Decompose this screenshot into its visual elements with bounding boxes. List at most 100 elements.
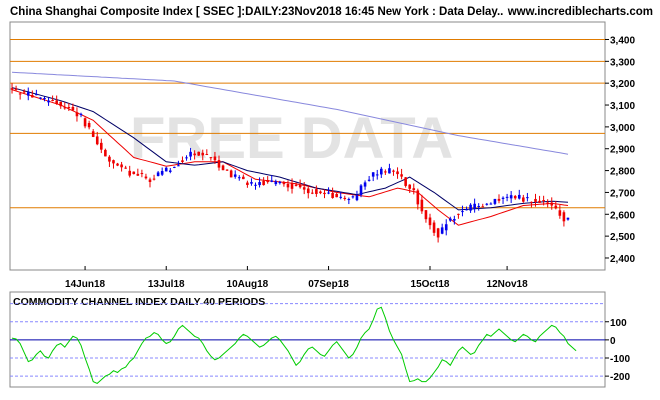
candle: [444, 219, 448, 236]
candle: [319, 190, 322, 195]
candle: [229, 169, 233, 178]
time-tick-label: 10Aug18: [227, 279, 269, 290]
candle-body: [177, 165, 180, 167]
candle: [91, 129, 95, 138]
candle-body: [298, 184, 302, 188]
candle: [290, 178, 294, 194]
candle-body: [424, 210, 428, 220]
candle: [10, 83, 14, 94]
candle-body: [148, 179, 152, 182]
candle: [201, 149, 205, 161]
candle-body: [108, 156, 111, 162]
candle: [384, 169, 387, 175]
candle-body: [327, 192, 330, 194]
candle-body: [420, 199, 424, 212]
candle-body: [26, 92, 30, 96]
candle-body: [266, 180, 269, 183]
candle: [375, 169, 379, 180]
candle: [359, 184, 363, 198]
candle: [489, 202, 493, 205]
price-tick-label: 3,100: [610, 101, 635, 112]
candle-body: [262, 180, 265, 186]
candle-body: [331, 192, 334, 198]
candle: [473, 198, 476, 213]
candle-body: [351, 196, 355, 198]
candle: [225, 169, 229, 172]
cci-tick-label: -200: [610, 372, 630, 383]
candle-body: [481, 206, 485, 208]
candle-body: [306, 188, 310, 194]
candle-body: [213, 156, 217, 161]
candle: [526, 192, 529, 202]
candle: [298, 179, 302, 189]
candle-body: [380, 168, 383, 175]
candle: [59, 101, 63, 109]
candle: [237, 175, 241, 181]
candle-body: [59, 101, 63, 107]
candle-body: [323, 192, 326, 195]
candle: [501, 196, 505, 204]
candle-body: [473, 203, 476, 209]
site-name[interactable]: www.incrediblecharts.com: [507, 6, 653, 18]
candle: [67, 103, 71, 112]
candle: [185, 155, 188, 161]
candle-body: [501, 197, 505, 199]
candle-body: [396, 171, 399, 175]
candle: [63, 102, 67, 110]
candle: [327, 187, 330, 195]
candle: [351, 195, 355, 199]
candle: [152, 174, 156, 181]
candle-body: [258, 182, 261, 186]
time-tick-label: 15Oct18: [411, 279, 450, 290]
candle-body: [250, 182, 253, 184]
candle: [367, 176, 371, 182]
candle: [140, 169, 144, 178]
candle: [331, 187, 334, 199]
candle-body: [254, 184, 257, 186]
candle: [124, 165, 127, 169]
candle: [282, 180, 286, 187]
candle: [233, 170, 237, 179]
candle: [453, 215, 456, 225]
candle: [144, 173, 148, 180]
candle-body: [493, 198, 497, 204]
candle-body: [355, 195, 359, 201]
candle-body: [400, 174, 403, 177]
candle: [558, 205, 562, 219]
candle-body: [136, 173, 140, 176]
candle: [436, 227, 440, 243]
candle: [477, 203, 480, 211]
candle-body: [497, 198, 501, 201]
candle-body: [124, 167, 127, 169]
candle-body: [388, 168, 391, 174]
candle: [355, 190, 359, 202]
cci-line: [11, 306, 577, 384]
candle-body: [47, 100, 50, 103]
candle: [343, 195, 347, 201]
candle: [270, 175, 274, 183]
candle: [116, 162, 119, 167]
candle-body: [75, 112, 79, 117]
candle: [302, 182, 306, 195]
candle-body: [55, 100, 58, 105]
candle-body: [534, 198, 537, 202]
time-axis: 14Jun18 13Jul18 10Aug18 07Sep18 15Oct18 12Nov…: [65, 266, 528, 290]
candle: [534, 193, 537, 207]
candle-body: [550, 202, 554, 206]
ma-mid-line: [11, 89, 569, 226]
cci-series-line: [11, 306, 577, 384]
candle: [205, 149, 209, 156]
candle: [457, 213, 460, 219]
candle-body: [428, 217, 432, 226]
candle: [420, 194, 424, 214]
candle: [497, 194, 501, 204]
time-tick-label: 13Jul18: [148, 279, 185, 290]
candle-body: [91, 131, 95, 137]
candle: [209, 156, 213, 161]
price-axis: 3,400 3,300 3,200 3,100 3,000 2,900 2,800 2,700…: [605, 35, 635, 265]
candle-body: [156, 172, 160, 177]
candle-body: [246, 182, 249, 185]
candle-body: [485, 203, 489, 205]
candle: [108, 155, 111, 167]
price-tick-label: 2,800: [610, 167, 635, 178]
